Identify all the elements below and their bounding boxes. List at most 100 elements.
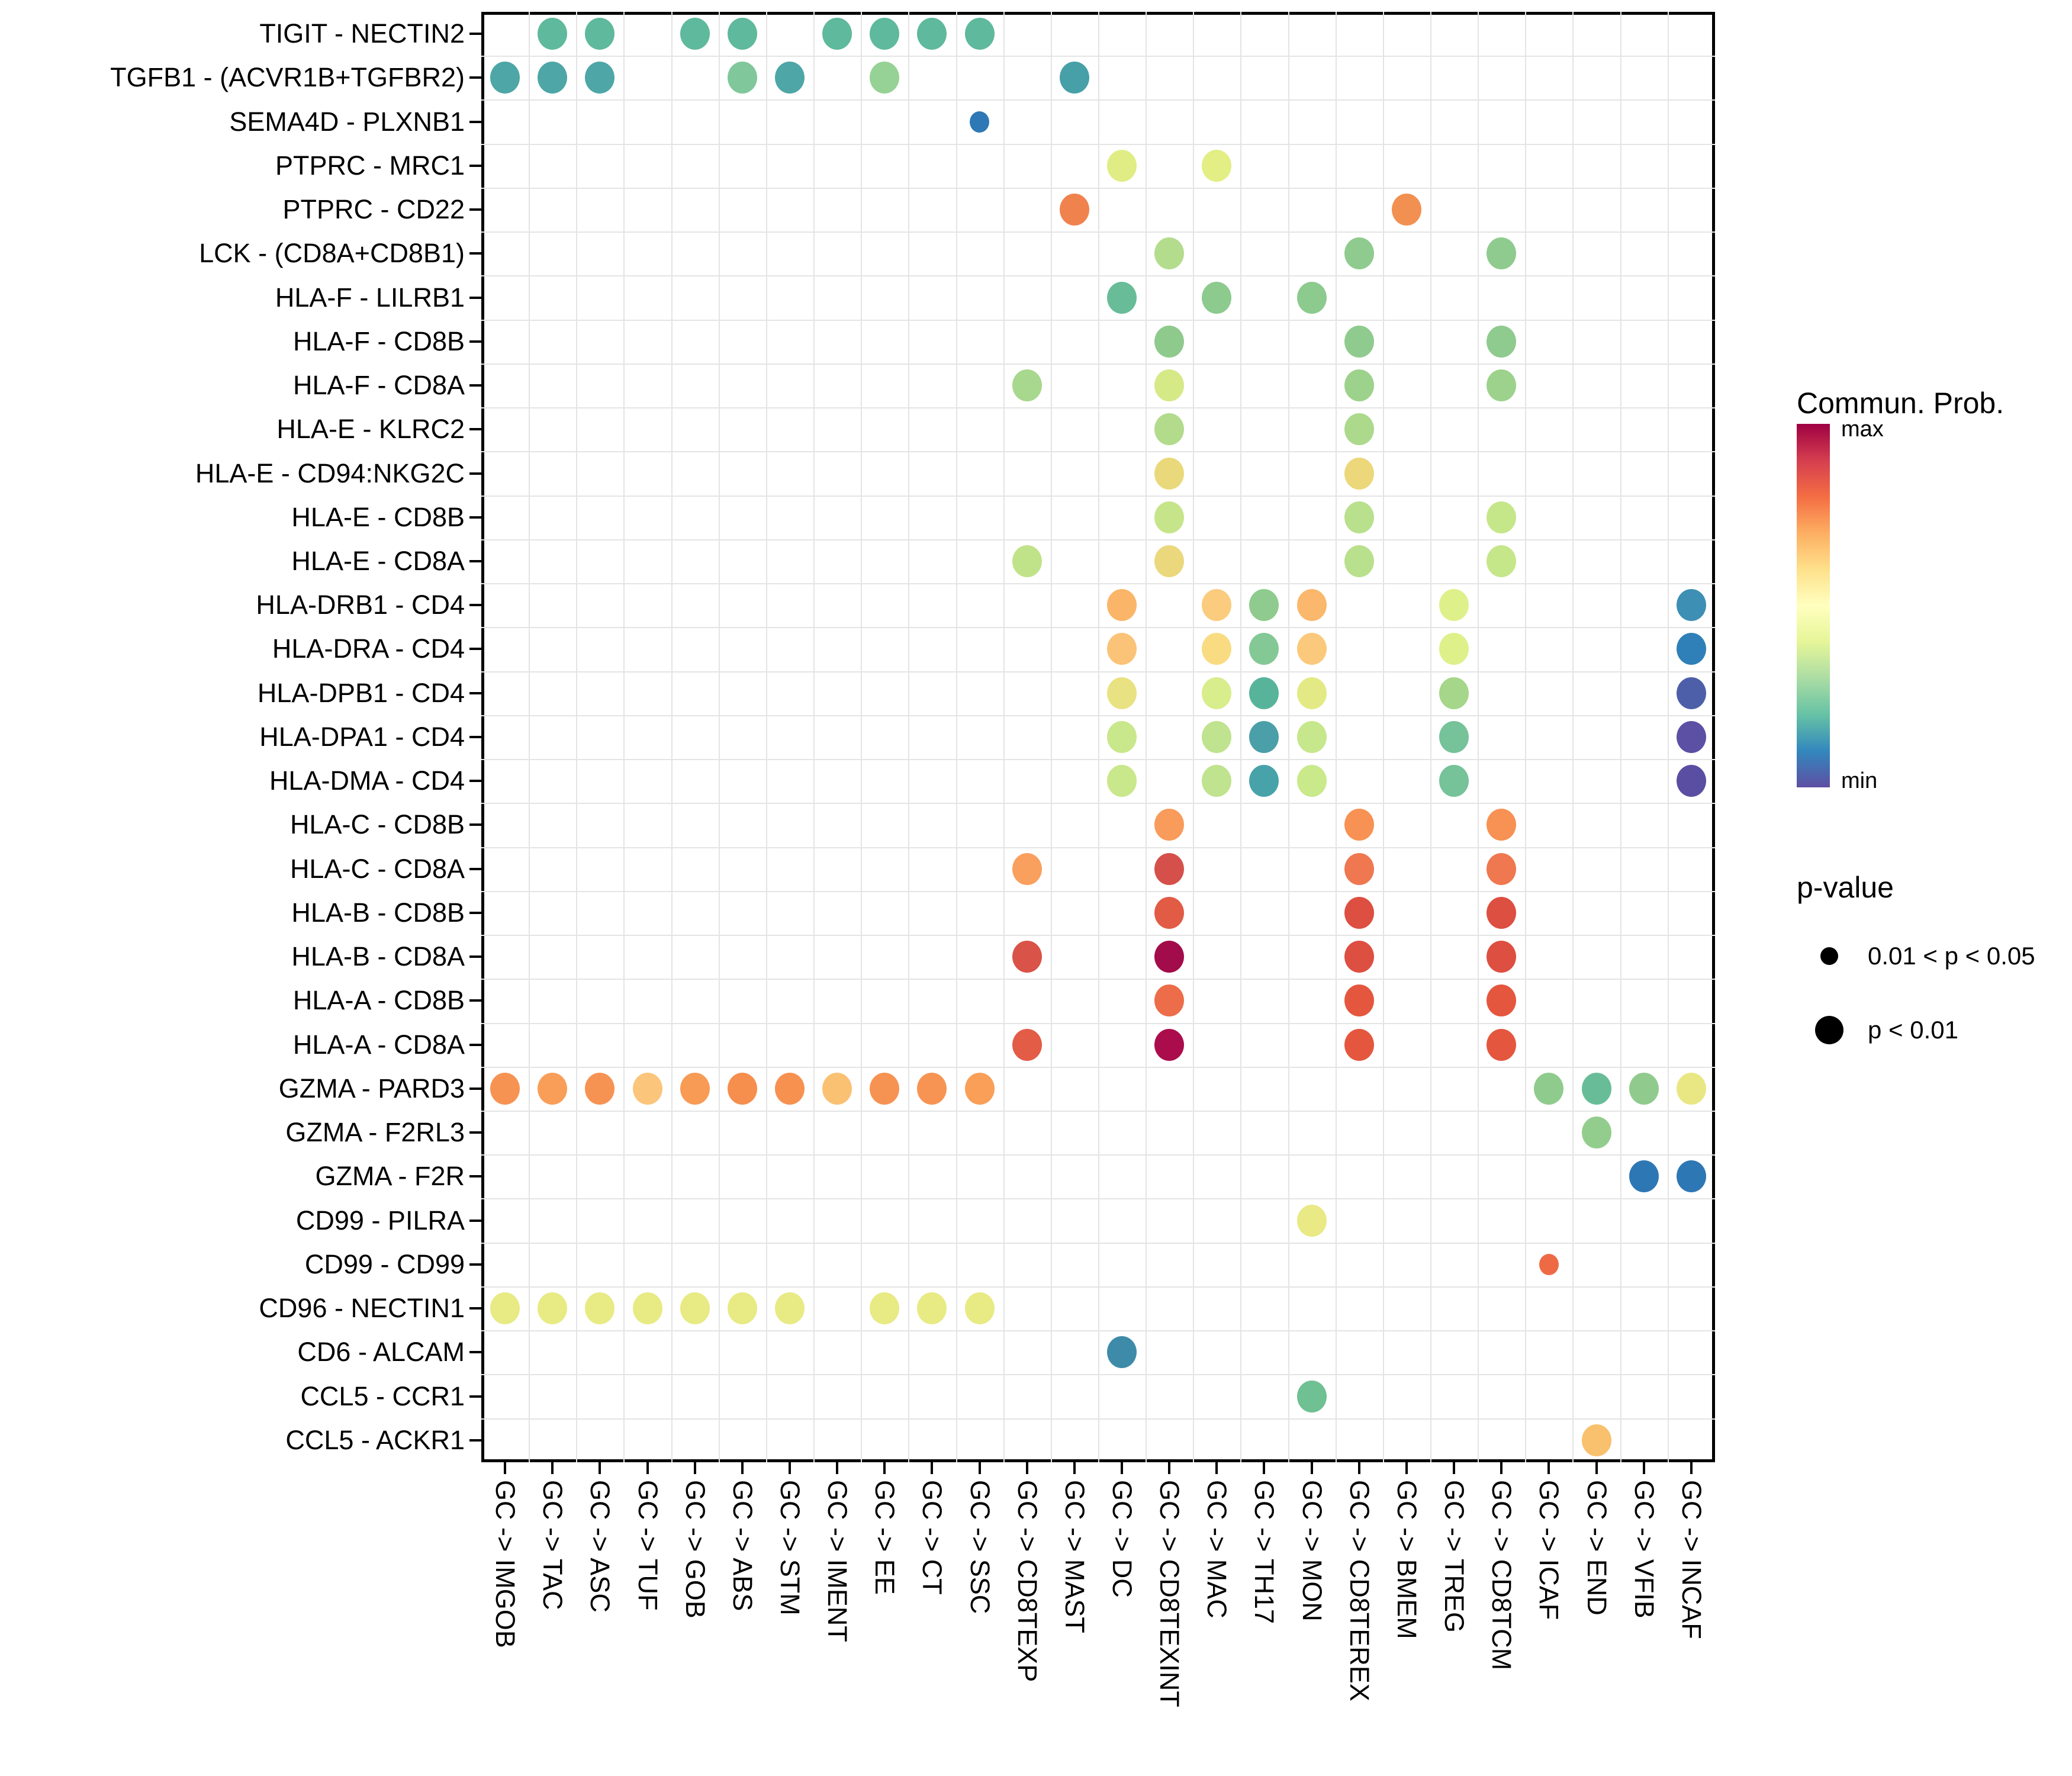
y-axis-label: HLA-DMA - CD4: [269, 765, 465, 796]
y-axis-label: HLA-A - CD8A: [292, 1029, 465, 1060]
data-dot: [1344, 237, 1374, 270]
data-dot: [727, 18, 757, 50]
data-dot: [1202, 720, 1232, 753]
x-axis-tick: [931, 1462, 934, 1474]
data-dot: [1154, 809, 1185, 841]
data-dot: [1154, 545, 1185, 577]
y-axis-tick: [469, 648, 481, 651]
y-axis-tick: [469, 911, 481, 914]
x-axis-tick: [1263, 1462, 1266, 1474]
vertical-gridline: [576, 12, 578, 1462]
x-axis-label: GC -> STM: [774, 1480, 805, 1616]
x-axis-label: GC -> VFIB: [1629, 1480, 1659, 1619]
data-dot: [1676, 765, 1706, 797]
horizontal-gridline: [481, 979, 1715, 980]
y-axis-label: TIGIT - NECTIN2: [259, 18, 465, 49]
y-axis-tick: [469, 1439, 481, 1442]
y-axis-label: HLA-DPA1 - CD4: [259, 721, 465, 752]
data-dot: [870, 1292, 900, 1325]
x-axis-label: GC -> CD8TEREX: [1344, 1480, 1375, 1701]
vertical-gridline: [718, 12, 720, 1462]
data-dot: [1676, 1072, 1706, 1105]
data-dot: [1154, 369, 1185, 402]
data-dot: [1249, 589, 1279, 622]
y-axis-label: CD99 - PILRA: [295, 1205, 465, 1236]
x-axis-tick: [1405, 1462, 1408, 1474]
data-dot: [490, 1072, 520, 1105]
data-dot: [490, 62, 520, 94]
vertical-gridline: [1620, 12, 1621, 1462]
horizontal-gridline: [481, 803, 1715, 805]
vertical-gridline: [1335, 12, 1337, 1462]
data-dot: [1676, 720, 1706, 753]
y-axis-label: HLA-DPB1 - CD4: [257, 677, 465, 708]
y-axis-label: CD96 - NECTIN1: [259, 1293, 465, 1324]
data-dot: [1296, 720, 1327, 753]
horizontal-gridline: [481, 407, 1715, 409]
data-dot: [1344, 941, 1374, 973]
data-dot: [822, 18, 852, 50]
data-dot: [1154, 1028, 1185, 1061]
x-axis-tick: [1121, 1462, 1124, 1474]
data-dot: [1581, 1072, 1611, 1105]
horizontal-gridline: [481, 1330, 1715, 1332]
data-dot: [1249, 765, 1279, 797]
x-axis-label: GC -> TH17: [1249, 1480, 1280, 1624]
x-axis-label: GC -> CD8TCM: [1487, 1480, 1517, 1671]
x-axis-tick: [788, 1462, 791, 1474]
y-axis-label: HLA-A - CD8B: [292, 985, 465, 1016]
data-dot: [1487, 984, 1517, 1017]
y-axis-label: CCL5 - CCR1: [300, 1381, 465, 1411]
y-axis-tick: [469, 1131, 481, 1134]
data-dot: [1439, 677, 1469, 709]
data-dot: [1487, 1028, 1517, 1061]
data-dot: [964, 1292, 995, 1325]
x-axis-label: GC -> ASC: [585, 1480, 616, 1613]
data-dot: [870, 62, 900, 94]
data-dot: [1107, 765, 1137, 797]
horizontal-gridline: [481, 935, 1715, 937]
vertical-gridline: [908, 12, 910, 1462]
horizontal-gridline: [481, 1198, 1715, 1200]
y-axis-label: CD6 - ALCAM: [297, 1337, 465, 1368]
data-dot: [1487, 237, 1517, 270]
vertical-gridline: [1667, 12, 1669, 1462]
data-dot: [1059, 194, 1089, 226]
y-axis-label: GZMA - PARD3: [278, 1073, 465, 1103]
data-dot: [917, 1292, 947, 1325]
data-dot: [1107, 633, 1137, 665]
x-axis-label: GC -> ICAF: [1534, 1480, 1565, 1620]
x-axis-label: GC -> CD8TEXP: [1012, 1480, 1043, 1682]
data-dot: [1676, 633, 1706, 665]
x-axis-tick: [741, 1462, 744, 1474]
data-dot: [1154, 984, 1185, 1017]
data-dot: [1202, 281, 1232, 314]
y-axis-tick: [469, 33, 481, 36]
data-dot: [1487, 501, 1517, 533]
data-dot: [585, 1292, 615, 1325]
y-axis-tick: [469, 1043, 481, 1046]
y-axis-label: HLA-DRB1 - CD4: [256, 590, 465, 620]
data-dot: [727, 1292, 757, 1325]
data-dot: [1676, 1160, 1706, 1193]
vertical-gridline: [955, 12, 957, 1462]
y-axis-tick: [469, 823, 481, 826]
horizontal-gridline: [481, 275, 1715, 277]
pvalue-large-label: p < 0.01: [1868, 1016, 1958, 1044]
horizontal-gridline: [481, 363, 1715, 365]
data-dot: [538, 1292, 568, 1325]
x-axis-label: GC -> MON: [1296, 1480, 1327, 1621]
y-axis-tick: [469, 735, 481, 738]
data-dot: [1581, 1117, 1611, 1149]
y-axis-label: LCK - (CD8A+CD8B1): [199, 238, 465, 269]
data-dot: [1629, 1072, 1659, 1105]
y-axis-tick: [469, 955, 481, 958]
vertical-gridline: [1193, 12, 1195, 1462]
x-axis-tick: [836, 1462, 839, 1474]
data-dot: [1487, 852, 1517, 885]
vertical-gridline: [1288, 12, 1289, 1462]
y-axis-tick: [469, 472, 481, 475]
data-dot: [1012, 545, 1042, 577]
pvalue-small-dot-icon: [1820, 947, 1838, 965]
y-axis-label: GZMA - F2RL3: [285, 1117, 465, 1148]
